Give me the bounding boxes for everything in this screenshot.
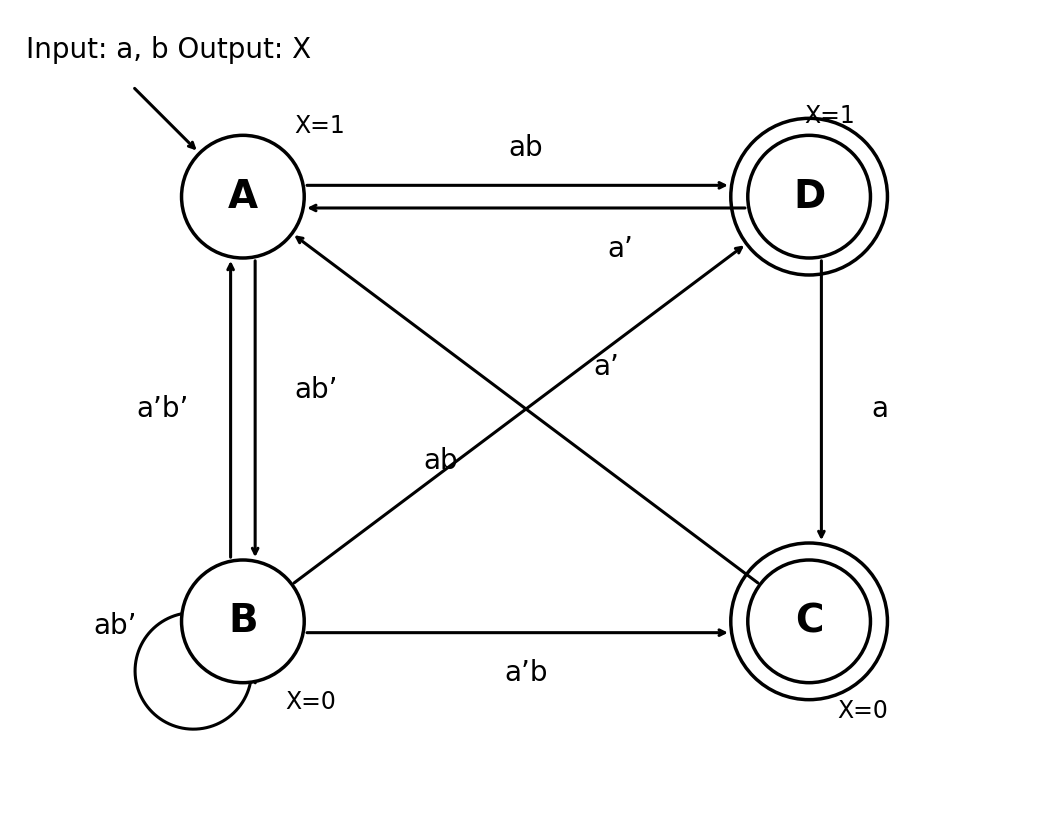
Text: X=0: X=0 xyxy=(285,690,337,713)
Text: a’b: a’b xyxy=(504,659,548,687)
Text: X=1: X=1 xyxy=(805,105,855,128)
Text: C: C xyxy=(795,602,824,640)
Text: B: B xyxy=(228,602,258,640)
Text: a’: a’ xyxy=(607,235,633,263)
Text: X=1: X=1 xyxy=(295,114,345,138)
Text: ab: ab xyxy=(424,447,459,475)
Circle shape xyxy=(182,560,304,683)
Text: Input: a, b Output: X: Input: a, b Output: X xyxy=(26,36,311,65)
Text: a: a xyxy=(871,395,888,423)
Text: ab’: ab’ xyxy=(295,376,339,404)
Text: X=0: X=0 xyxy=(837,699,888,723)
Circle shape xyxy=(748,560,870,683)
Text: D: D xyxy=(793,178,825,216)
Text: ab’: ab’ xyxy=(94,612,137,640)
Circle shape xyxy=(182,135,304,258)
Text: a’: a’ xyxy=(593,353,620,380)
Circle shape xyxy=(748,135,870,258)
Text: ab: ab xyxy=(509,133,543,162)
Text: A: A xyxy=(228,178,258,216)
Text: a’b’: a’b’ xyxy=(137,395,189,423)
